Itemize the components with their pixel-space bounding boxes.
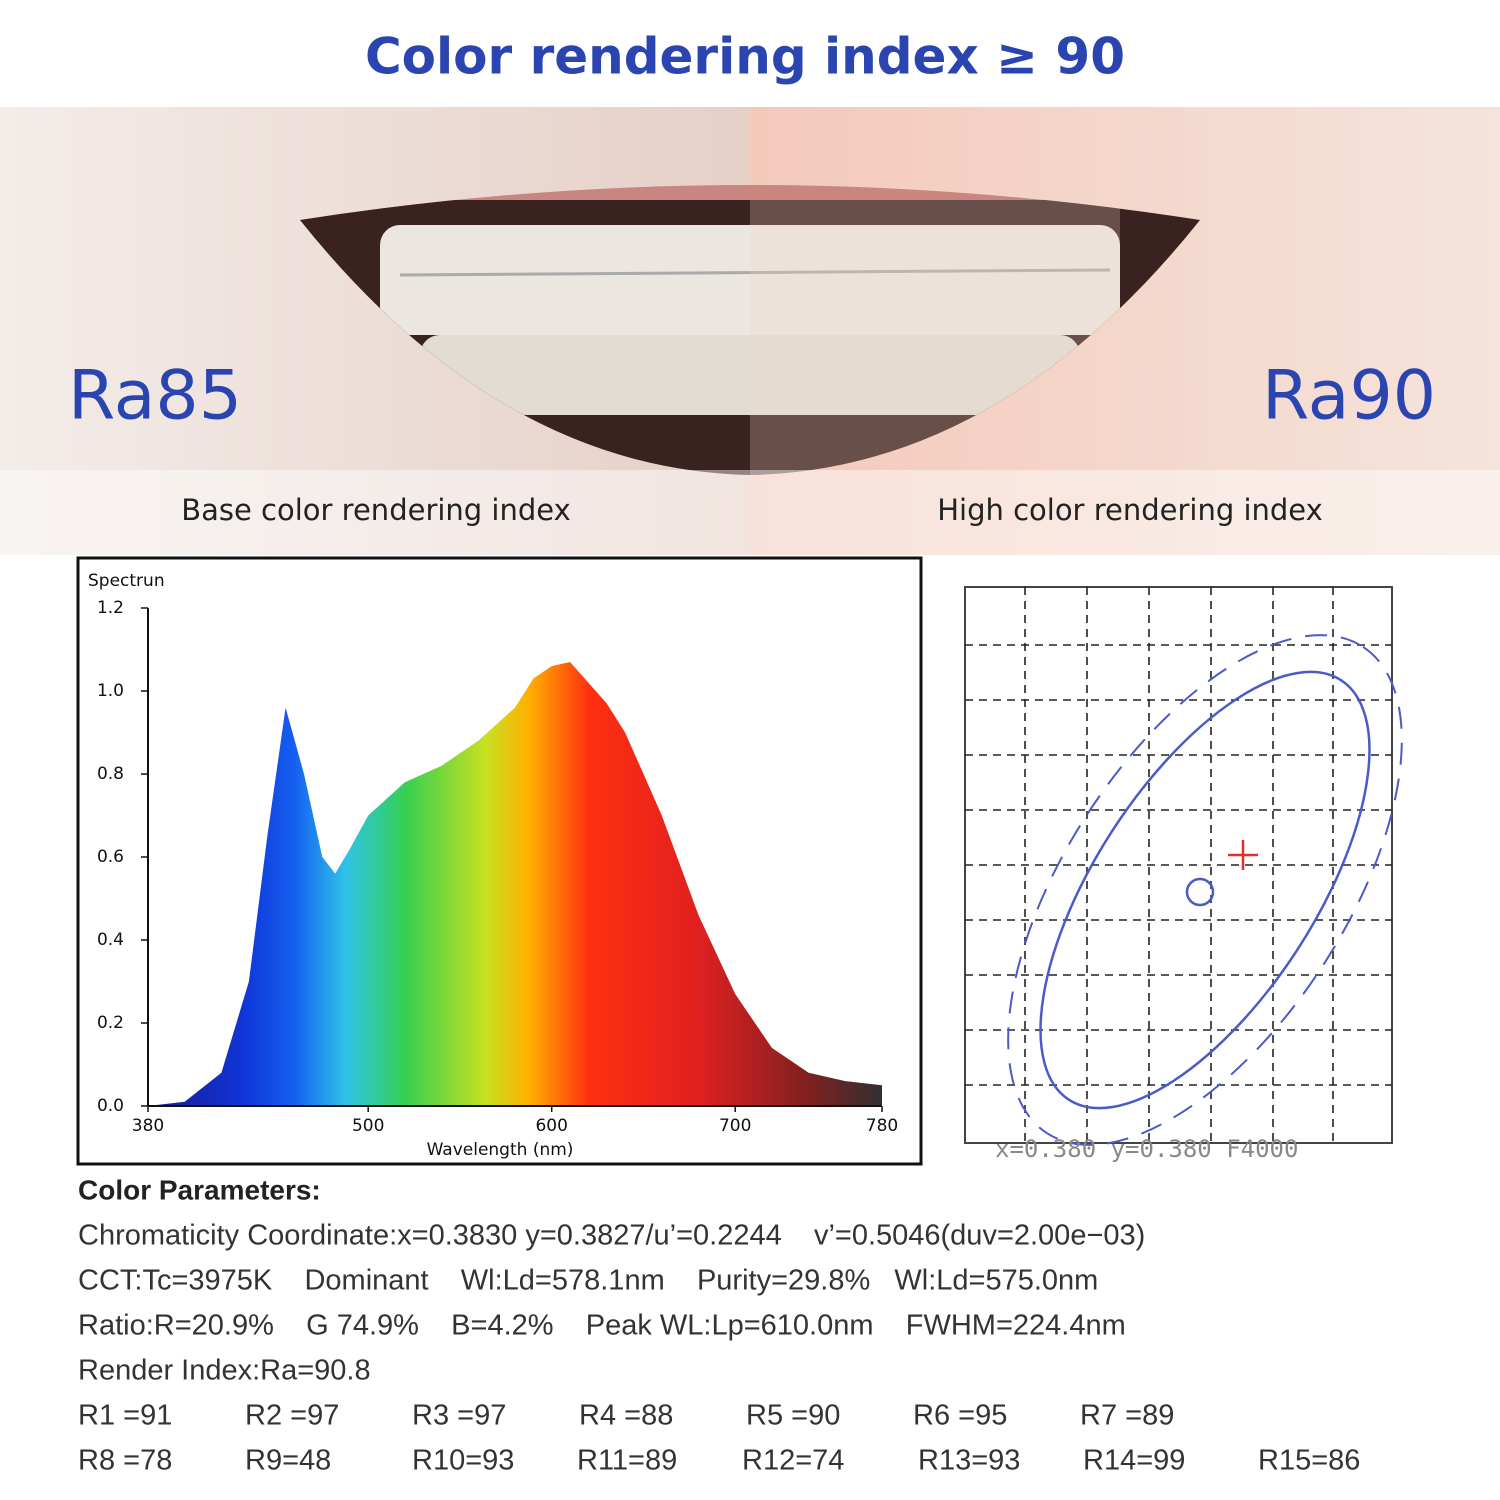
chromaticity-diagram: x=0.380 y=0.380 F4000 — [964, 586, 1403, 1163]
right-caption: High color rendering index — [937, 493, 1323, 527]
r-value: R12=74 — [742, 1445, 844, 1477]
parameter-line: Ratio:R=20.9% G 74.9% B=4.2% Peak WL:Lp=… — [78, 1310, 1126, 1342]
y-tick-label: 0.6 — [97, 847, 124, 867]
y-tick-label: 0.2 — [97, 1013, 124, 1033]
x-tick-label: 380 — [132, 1116, 164, 1136]
y-tick-label: 0.0 — [97, 1096, 124, 1116]
parameter-line: Render Index:Ra=90.8 — [78, 1355, 371, 1387]
diagram-caption: x=0.380 y=0.380 F4000 — [995, 1135, 1298, 1163]
x-tick-label: 500 — [352, 1116, 384, 1136]
parameters-heading: Color Parameters: — [78, 1174, 321, 1205]
r-value: R4 =88 — [579, 1400, 673, 1432]
y-tick-label: 0.4 — [97, 930, 124, 950]
left-caption: Base color rendering index — [181, 493, 571, 527]
r-value: R10=93 — [412, 1445, 514, 1477]
r-value: R8 =78 — [78, 1445, 172, 1477]
r-value: R2 =97 — [245, 1400, 339, 1432]
title: Color rendering index ≥ 90 — [365, 28, 1125, 86]
parameter-line: Chromaticity Coordinate:x=0.3830 y=0.382… — [78, 1220, 1145, 1252]
left-label: Ra85 — [68, 357, 242, 436]
r-value: R7 =89 — [1080, 1400, 1174, 1432]
x-tick-label: 700 — [719, 1116, 751, 1136]
y-tick-label: 0.8 — [97, 764, 124, 784]
r-value: R13=93 — [918, 1445, 1020, 1477]
r-value: R6 =95 — [913, 1400, 1007, 1432]
spectrum-chart: Spectrun Wavelength (nm) 0.0 0.2 0.4 0.6 0.8… — [76, 556, 923, 1166]
r-value: R1 =91 — [78, 1400, 172, 1432]
x-title: Wavelength (nm) — [427, 1140, 574, 1160]
parameter-line: CCT:Tc=3975K Dominant Wl:Ld=578.1nm Puri… — [78, 1265, 1098, 1297]
r-value: R5 =90 — [746, 1400, 840, 1432]
x-tick-label: 780 — [866, 1116, 898, 1136]
parameters: Chromaticity Coordinate:x=0.3830 y=0.382… — [78, 1220, 1360, 1477]
r-value: R9=48 — [245, 1445, 331, 1477]
r-value: R3 =97 — [412, 1400, 506, 1432]
r-value: R11=89 — [577, 1445, 677, 1477]
right-label: Ra90 — [1262, 357, 1436, 436]
r-value: R15=86 — [1258, 1445, 1360, 1477]
y-tick-label: 1.2 — [97, 598, 124, 618]
y-title: Spectrun — [88, 571, 165, 591]
photo: Ra85 Ra90 Base color rendering index Hig… — [0, 107, 1500, 555]
spectrum-area — [148, 662, 882, 1106]
y-tick-label: 1.0 — [97, 681, 124, 701]
r-value: R14=99 — [1083, 1445, 1185, 1477]
x-tick-label: 600 — [535, 1116, 567, 1136]
